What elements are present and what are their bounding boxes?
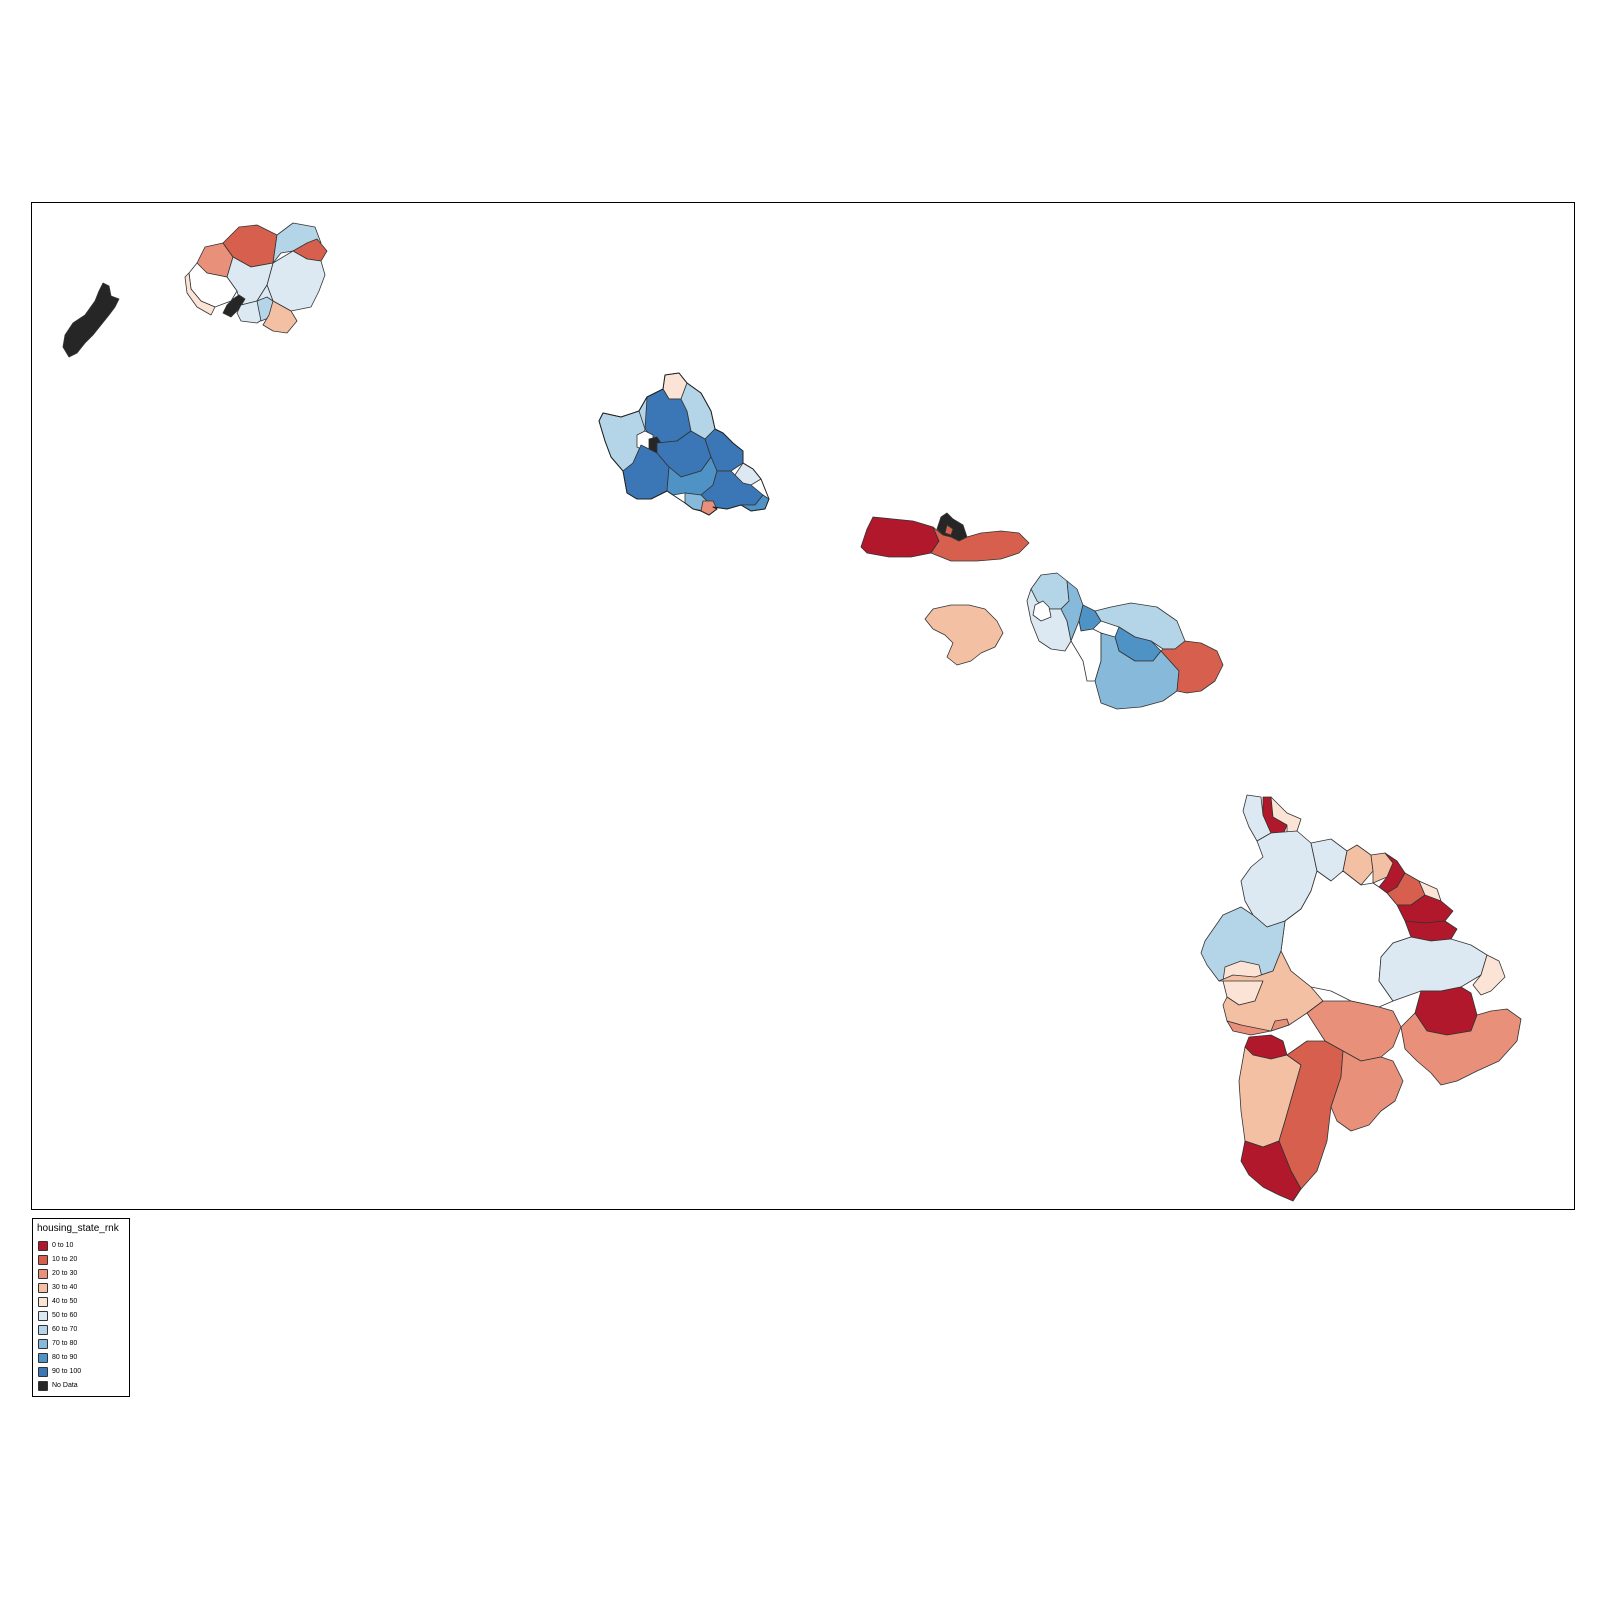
- legend-swatch: [38, 1255, 48, 1265]
- legend-swatch: [38, 1339, 48, 1349]
- tract-maui-isthmus-white[interactable]: [1070, 620, 1102, 682]
- island-lanai: [924, 604, 1004, 666]
- legend-label: 80 to 90: [52, 1354, 78, 1361]
- legend-label: 0 to 10: [52, 1242, 74, 1249]
- tract-hawaii-mauna-kea-white[interactable]: [1280, 870, 1412, 1008]
- tract-hawaii-volcano[interactable]: [1330, 1050, 1404, 1132]
- legend-swatch: [38, 1353, 48, 1363]
- tract-hawaii-kona-strip[interactable]: [1226, 1018, 1290, 1036]
- legend-swatch: [38, 1283, 48, 1293]
- island-niihau: [62, 282, 120, 358]
- tract-hawaii-pahoa[interactable]: [1400, 1008, 1522, 1086]
- legend-title: housing_state_rnk: [37, 1223, 119, 1234]
- choropleth-map: [62, 222, 1522, 1202]
- island-hawaii: [1200, 794, 1522, 1202]
- island-maui: [1026, 572, 1224, 710]
- legend-swatch: [38, 1311, 48, 1321]
- tract-molokai-east[interactable]: [930, 526, 1030, 562]
- tract-kauai-south-nodata[interactable]: [222, 294, 246, 318]
- tract-hawaii-kau-north[interactable]: [1278, 1040, 1344, 1190]
- legend-swatch: [38, 1381, 48, 1391]
- legend-label: 40 to 50: [52, 1298, 78, 1305]
- legend-label: 90 to 100: [52, 1368, 82, 1375]
- legend-label: 10 to 20: [52, 1256, 78, 1263]
- legend-swatch: [38, 1297, 48, 1307]
- map-panel: [31, 202, 1575, 1210]
- legend-swatch: [38, 1269, 48, 1279]
- map-legend: housing_state_rnk 0 to 10 10 to 20 20 to 3…: [32, 1218, 130, 1397]
- tract-kauai-lihue[interactable]: [262, 300, 298, 334]
- tract-hawaii-kau-south[interactable]: [1240, 1140, 1302, 1202]
- island-molokai: [860, 512, 1030, 562]
- legend-label: No Data: [52, 1382, 78, 1389]
- tract-lanai[interactable]: [924, 604, 1004, 666]
- legend-label: 70 to 80: [52, 1340, 78, 1347]
- legend-swatch: [38, 1241, 48, 1251]
- legend-label: 60 to 70: [52, 1326, 78, 1333]
- tract-molokai-west[interactable]: [860, 516, 940, 558]
- legend-swatch: [38, 1367, 48, 1377]
- tract-niihau[interactable]: [62, 282, 120, 358]
- tract-molokai-kalaupapa[interactable]: [944, 524, 954, 536]
- island-kauai: [184, 222, 328, 334]
- tract-maui-hana[interactable]: [1160, 640, 1224, 694]
- legend-label: 30 to 40: [52, 1284, 78, 1291]
- legend-label: 20 to 30: [52, 1270, 78, 1277]
- tract-maui-kaanapali-white[interactable]: [1032, 600, 1052, 622]
- tract-kauai-southwest[interactable]: [184, 272, 216, 316]
- legend-label: 50 to 60: [52, 1312, 78, 1319]
- island-oahu: [598, 372, 770, 516]
- tract-maui-kahului[interactable]: [1078, 604, 1102, 632]
- legend-swatch: [38, 1325, 48, 1335]
- tract-hawaii-keaau[interactable]: [1472, 954, 1506, 996]
